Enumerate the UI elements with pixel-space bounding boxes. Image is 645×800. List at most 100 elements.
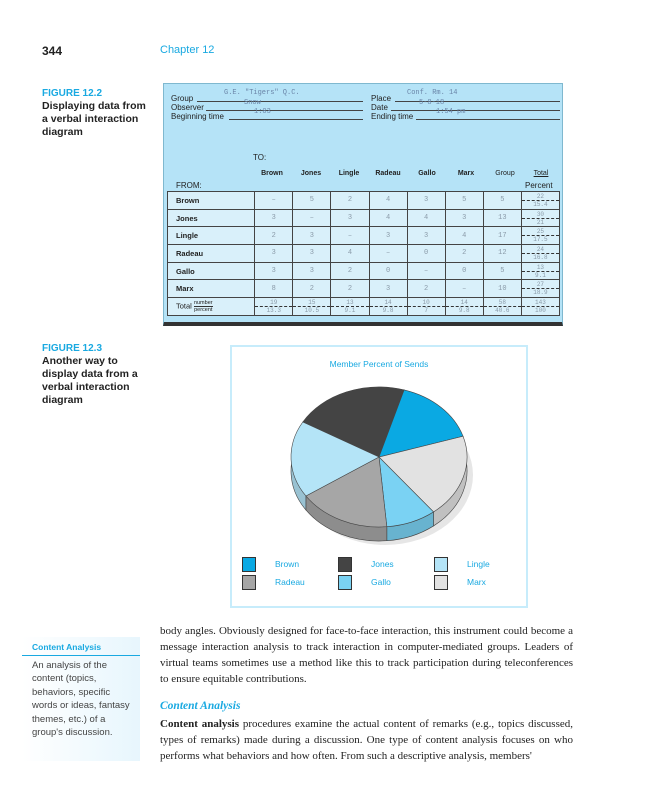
total-cell: 10 7 — [406, 297, 446, 316]
total-number: 19 — [270, 298, 278, 306]
total-percent-cell: 13 9.1 — [520, 261, 561, 281]
table-row: Radeau 3 3 4–0 2 12 24 16.8 — [166, 244, 561, 263]
total-cell: 15 10.5 — [292, 297, 332, 316]
table-cell: 3 — [254, 244, 294, 263]
total-number: 15 — [308, 298, 316, 306]
row-percent: 15.4 — [521, 199, 559, 208]
total-percent: 100 — [521, 305, 559, 314]
table-cell: 5 — [482, 191, 522, 210]
figure-12-2-caption: Displaying data from a verbal interactio… — [42, 100, 146, 138]
total-cell: 14 9.8 — [444, 297, 484, 316]
paragraph-text: procedures examine the actual content of… — [160, 718, 573, 762]
table-cell: 4 — [406, 208, 446, 228]
table-cell: – — [368, 244, 408, 263]
body-paragraph-2: Content analysis procedures examine the … — [160, 716, 573, 764]
table-cell: 3 — [406, 191, 446, 210]
table-cell: 3 — [254, 261, 294, 281]
table-cell: 17 — [482, 226, 522, 246]
total-percent: 9.8 — [445, 305, 483, 314]
pie-chart-panel: Member Percent of Sends Brown Jones Lingle… — [230, 345, 528, 608]
pie-slice-brown — [378, 389, 464, 458]
table-cell: 3 — [292, 261, 332, 281]
total-label: Total — [176, 301, 192, 311]
total-row: Total number percent 19 13.3 15 10.5 13 9.1 14 9.… — [166, 297, 561, 316]
total-percent: 7 — [407, 305, 445, 314]
total-number: 10 — [422, 298, 430, 306]
table-cell: – — [254, 191, 294, 210]
row-total: 25 — [536, 228, 545, 236]
end-time-value: 1:54 pm — [436, 108, 466, 116]
table-cell: 0 — [444, 261, 484, 281]
table-cell: 3 — [292, 244, 332, 263]
column-header: Gallo — [418, 170, 436, 177]
figure-12-3-label: FIGURE 12.3 — [42, 343, 103, 354]
pie-chart — [290, 386, 473, 545]
legend-label: Lingle — [467, 559, 490, 569]
table-cell: 3 — [406, 226, 446, 246]
percent-sublabel: percent — [194, 306, 213, 313]
legend-swatch-jones — [338, 557, 352, 572]
row-total: 13 — [536, 263, 545, 271]
body-paragraph-1: body angles. Obviously designed for face… — [160, 625, 573, 685]
row-percent: 9.1 — [521, 270, 559, 279]
total-cell: 143 100 — [520, 297, 561, 316]
place-label: Place — [371, 94, 392, 103]
legend-swatch-radeau — [242, 575, 256, 590]
section-heading: Content Analysis — [160, 700, 241, 712]
begin-time-label: Beginning time — [171, 112, 224, 121]
legend-label: Radeau — [275, 577, 305, 587]
row-percent: 17.5 — [521, 235, 559, 243]
table-cell: 12 — [482, 244, 522, 263]
table-cell: 2 — [330, 279, 370, 299]
number-label: number — [193, 299, 213, 307]
table-cell: 4 — [444, 226, 484, 246]
row-name: Radeau — [166, 244, 256, 263]
table-cell: 2 — [406, 279, 446, 299]
percent-label: Percent — [525, 181, 553, 190]
table-cell: 5 — [292, 191, 332, 210]
end-time-label: Ending time — [371, 112, 414, 121]
table-cell: 4 — [368, 208, 408, 228]
row-name: Lingle — [166, 226, 256, 246]
total-cell: 58 40.6 — [482, 297, 522, 316]
group-value: G.E. "Tigers" Q.C. — [224, 89, 300, 97]
sidebar-definition: An analysis of the content (topics, beha… — [32, 660, 130, 739]
table-cell: – — [292, 208, 332, 228]
row-total: 22 — [536, 192, 545, 200]
total-percent: 9.8 — [369, 305, 407, 314]
legend-swatch-brown — [242, 557, 256, 572]
place-value: Conf. Rm. 14 — [407, 89, 458, 97]
total-cell: 19 13.3 — [254, 297, 294, 316]
table-cell: 3 — [444, 208, 484, 228]
table-cell: 8 — [254, 279, 294, 299]
table-cell: – — [444, 279, 484, 299]
table-row: Brown –5 2 4 3 5 5 22 15.4 — [166, 191, 561, 210]
total-number: 14 — [460, 298, 468, 306]
interaction-form: Group G.E. "Tigers" Q.C. Observer Snow B… — [163, 83, 563, 326]
total-cell: 14 9.8 — [368, 297, 408, 316]
chapter-title: Chapter 12 — [160, 44, 215, 56]
table-row: Marx 8 2 2 3 2–10 27 18.9 — [166, 279, 561, 299]
row-name: Brown — [166, 191, 256, 210]
table-cell: 2 — [444, 244, 484, 263]
column-header: Radeau — [375, 170, 401, 177]
legend-swatch-gallo — [338, 575, 352, 590]
total-percent: 13.3 — [255, 305, 293, 314]
date-value: 5-8-18 — [419, 99, 445, 107]
table-row: Jones 3–3 4 4 3 13 30 21 — [166, 208, 561, 228]
legend-label: Gallo — [371, 577, 391, 587]
table-cell: 4 — [330, 244, 370, 263]
table-cell: – — [330, 226, 370, 246]
row-percent: 18.9 — [521, 288, 559, 296]
total-percent-cell: 22 15.4 — [520, 191, 561, 210]
legend-swatch-lingle — [434, 557, 448, 572]
table-cell: – — [406, 261, 446, 281]
total-percent-cell: 25 17.5 — [520, 226, 561, 246]
to-label: TO: — [253, 153, 267, 162]
column-header: Total — [533, 170, 549, 177]
legend-swatch-marx — [434, 575, 448, 590]
total-percent: 9.1 — [331, 305, 369, 314]
table-cell: 13 — [482, 208, 522, 228]
page-number: 344 — [42, 44, 63, 58]
total-number: 13 — [346, 298, 354, 306]
